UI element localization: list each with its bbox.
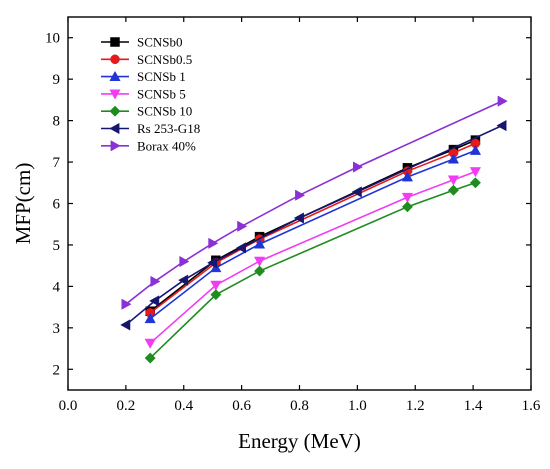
data-point [150,275,161,288]
legend-marker [110,140,121,152]
legend: SCNSb0 SCNSb0.5 SCNSb 1 SCNSb 5 SCNSb 10 Rs 2… [101,35,200,153]
data-point [179,255,190,268]
legend-label: SCNSb0.5 [137,52,192,67]
series-1 [145,138,481,318]
y-tick-label: 6 [53,197,61,213]
legend-entry: SCNSb 10 [101,104,192,119]
x-tick-label: 0.0 [59,398,78,414]
x-tick-label: 0.6 [232,398,251,414]
data-point [447,184,459,196]
data-point [144,313,156,324]
data-point [120,319,131,331]
data-point [144,352,156,364]
data-point [469,144,482,155]
legend-marker [110,37,120,47]
legend-label: SCNSb 1 [137,69,186,84]
y-tick-label: 7 [53,155,61,171]
x-tick-label: 0.4 [174,398,193,414]
y-tick-label: 5 [53,238,61,254]
data-point [496,119,507,132]
data-point [352,161,364,173]
legend-entry: Borax 40% [101,138,196,153]
legend-entry: Rs 253-G18 [101,121,200,136]
data-point [293,212,304,224]
data-point [237,220,248,232]
data-point [210,289,222,301]
x-tick-label: 1.4 [464,398,483,414]
legend-label: SCNSb 10 [137,104,192,119]
x-tick-label: 0.8 [290,398,309,414]
x-tick-label: 0.2 [117,398,136,414]
data-point [401,171,414,182]
axis-ticks: 0.0 0.2 0.4 0.6 0.8 1.0 1.2 1.4 1.6 2 3 4 5 6 7 8 9 10 [45,17,541,414]
series-3 [144,167,482,349]
legend-entry: SCNSb0 [101,35,183,50]
data-point [235,242,247,254]
data-point [253,256,266,267]
data-point [206,257,218,269]
data-point [210,280,222,291]
legend-entry: SCNSb0.5 [101,52,192,67]
data-point [121,298,132,310]
y-tick-label: 10 [45,31,60,47]
series-line [149,139,476,312]
y-tick-label: 2 [53,362,61,378]
x-axis-title: Energy (MeV) [238,429,361,453]
data-point [497,95,508,107]
legend-marker [109,89,121,100]
data-point [469,167,482,178]
legend-marker [109,122,120,135]
y-tick-label: 8 [53,114,61,130]
x-tick-label: 1.0 [348,398,367,414]
data-point [447,175,460,186]
series-6 [121,95,508,310]
data-point [401,192,414,203]
legend-label: Rs 253-G18 [137,121,200,136]
legend-entry: SCNSb 1 [101,69,186,84]
y-tick-label: 9 [53,72,61,88]
x-tick-label: 1.2 [406,398,425,414]
data-point [401,201,413,213]
data-point [178,274,189,286]
data-point [295,189,306,201]
data-point [469,177,481,189]
data-point [254,265,266,277]
series-line [149,149,476,320]
data-point [253,238,266,249]
series-line [125,124,503,326]
x-tick-label: 1.6 [522,398,541,414]
y-tick-label: 4 [53,279,61,295]
data-point [144,338,156,349]
series-2 [144,144,482,324]
data-point [447,153,460,164]
series-layer [120,95,508,364]
legend-entry: SCNSb 5 [101,86,186,101]
data-point [149,295,160,307]
legend-label: SCNSb 5 [137,86,186,101]
legend-marker [109,105,121,117]
series-line [125,100,503,305]
series-line [149,170,476,344]
data-point [208,237,219,249]
legend-marker [110,54,120,65]
y-tick-label: 3 [53,321,61,337]
legend-label: Borax 40% [137,138,196,153]
series-5 [120,119,507,331]
legend-label: SCNSb0 [137,35,183,50]
data-point [351,186,362,198]
series-4 [144,177,481,364]
y-axis-title: MFP(cm) [11,163,35,245]
legend-marker [109,70,121,81]
